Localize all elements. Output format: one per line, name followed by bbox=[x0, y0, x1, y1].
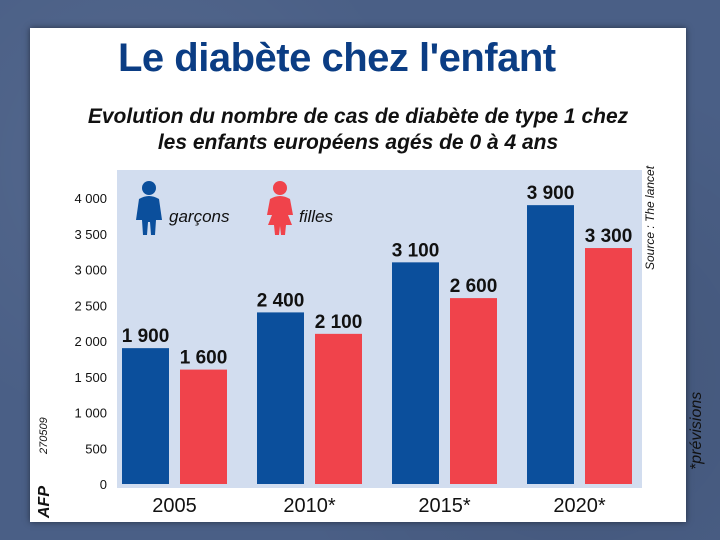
subtitle-block: Evolution du nombre de cas de diabète de… bbox=[30, 58, 686, 154]
bar-value-label: 3 100 bbox=[392, 240, 440, 261]
bar-filles-2015 bbox=[450, 298, 497, 484]
x-axis: 2005 2010* 2015* 2020* bbox=[152, 495, 606, 517]
boy-icon bbox=[136, 181, 162, 235]
y-tick-label: 1 500 bbox=[74, 370, 107, 385]
y-tick-label: 2 500 bbox=[74, 298, 107, 313]
bar-filles-2005 bbox=[180, 369, 227, 484]
y-tick-label: 0 bbox=[100, 477, 107, 492]
title-band: Le diabète chez l'enfant bbox=[30, 28, 686, 86]
girl-icon bbox=[267, 181, 293, 235]
legend-garcons: garçons bbox=[136, 181, 230, 235]
bar-garcons-2020 bbox=[527, 205, 574, 484]
y-tick-label: 4 000 bbox=[74, 191, 107, 206]
legend-filles: filles bbox=[267, 181, 334, 235]
y-tick-label: 1 000 bbox=[74, 406, 107, 421]
bar-value-label: 3 900 bbox=[527, 183, 575, 204]
bar-value-label: 2 400 bbox=[257, 290, 305, 311]
chart-subtitle-line-2: les enfants européens agés de 0 à 4 ans bbox=[157, 131, 559, 154]
y-axis: 0 500 1 000 1 500 2 000 2 500 3 000 3 500 4 000 bbox=[74, 191, 107, 492]
bar-filles-2020 bbox=[585, 248, 632, 484]
graphic-code: 270509 bbox=[38, 417, 50, 454]
bar-garcons-2005 bbox=[122, 348, 169, 484]
legend-filles-label: filles bbox=[299, 207, 334, 226]
x-tick-label: 2015* bbox=[418, 495, 470, 517]
bar-garcons-2010 bbox=[257, 312, 304, 484]
bar-filles-2010 bbox=[315, 333, 362, 484]
bar-value-label: 1 900 bbox=[122, 326, 170, 347]
bar-value-label: 2 600 bbox=[450, 276, 498, 297]
bar-value-label: 3 300 bbox=[585, 226, 633, 247]
y-tick-label: 3 500 bbox=[74, 227, 107, 242]
x-tick-label: 2010* bbox=[283, 495, 335, 517]
source-note: Source : The lancet bbox=[643, 165, 657, 270]
bars-group: 1 900 1 600 2 400 2 100 3 100 2 600 3 900 3 300 bbox=[122, 183, 633, 484]
forecast-note: *prévisions bbox=[688, 391, 705, 470]
chart-subtitle-line-1: Evolution du nombre de cas de diabète de… bbox=[87, 105, 629, 128]
bar-garcons-2015 bbox=[392, 262, 439, 484]
legend-garcons-label: garçons bbox=[169, 207, 230, 226]
y-tick-label: 2 000 bbox=[74, 334, 107, 349]
y-tick-label: 500 bbox=[85, 441, 107, 456]
bar-value-label: 1 600 bbox=[180, 348, 228, 369]
x-tick-label: 2005 bbox=[152, 495, 197, 517]
agency-logo: AFP bbox=[36, 486, 53, 518]
y-tick-label: 3 000 bbox=[74, 263, 107, 278]
chart-subtitle: Evolution du nombre de cas de diabète de… bbox=[30, 104, 686, 156]
x-tick-label: 2020* bbox=[553, 495, 605, 517]
bar-value-label: 2 100 bbox=[315, 312, 363, 333]
page-title: Le diabète chez l'enfant bbox=[118, 36, 556, 80]
